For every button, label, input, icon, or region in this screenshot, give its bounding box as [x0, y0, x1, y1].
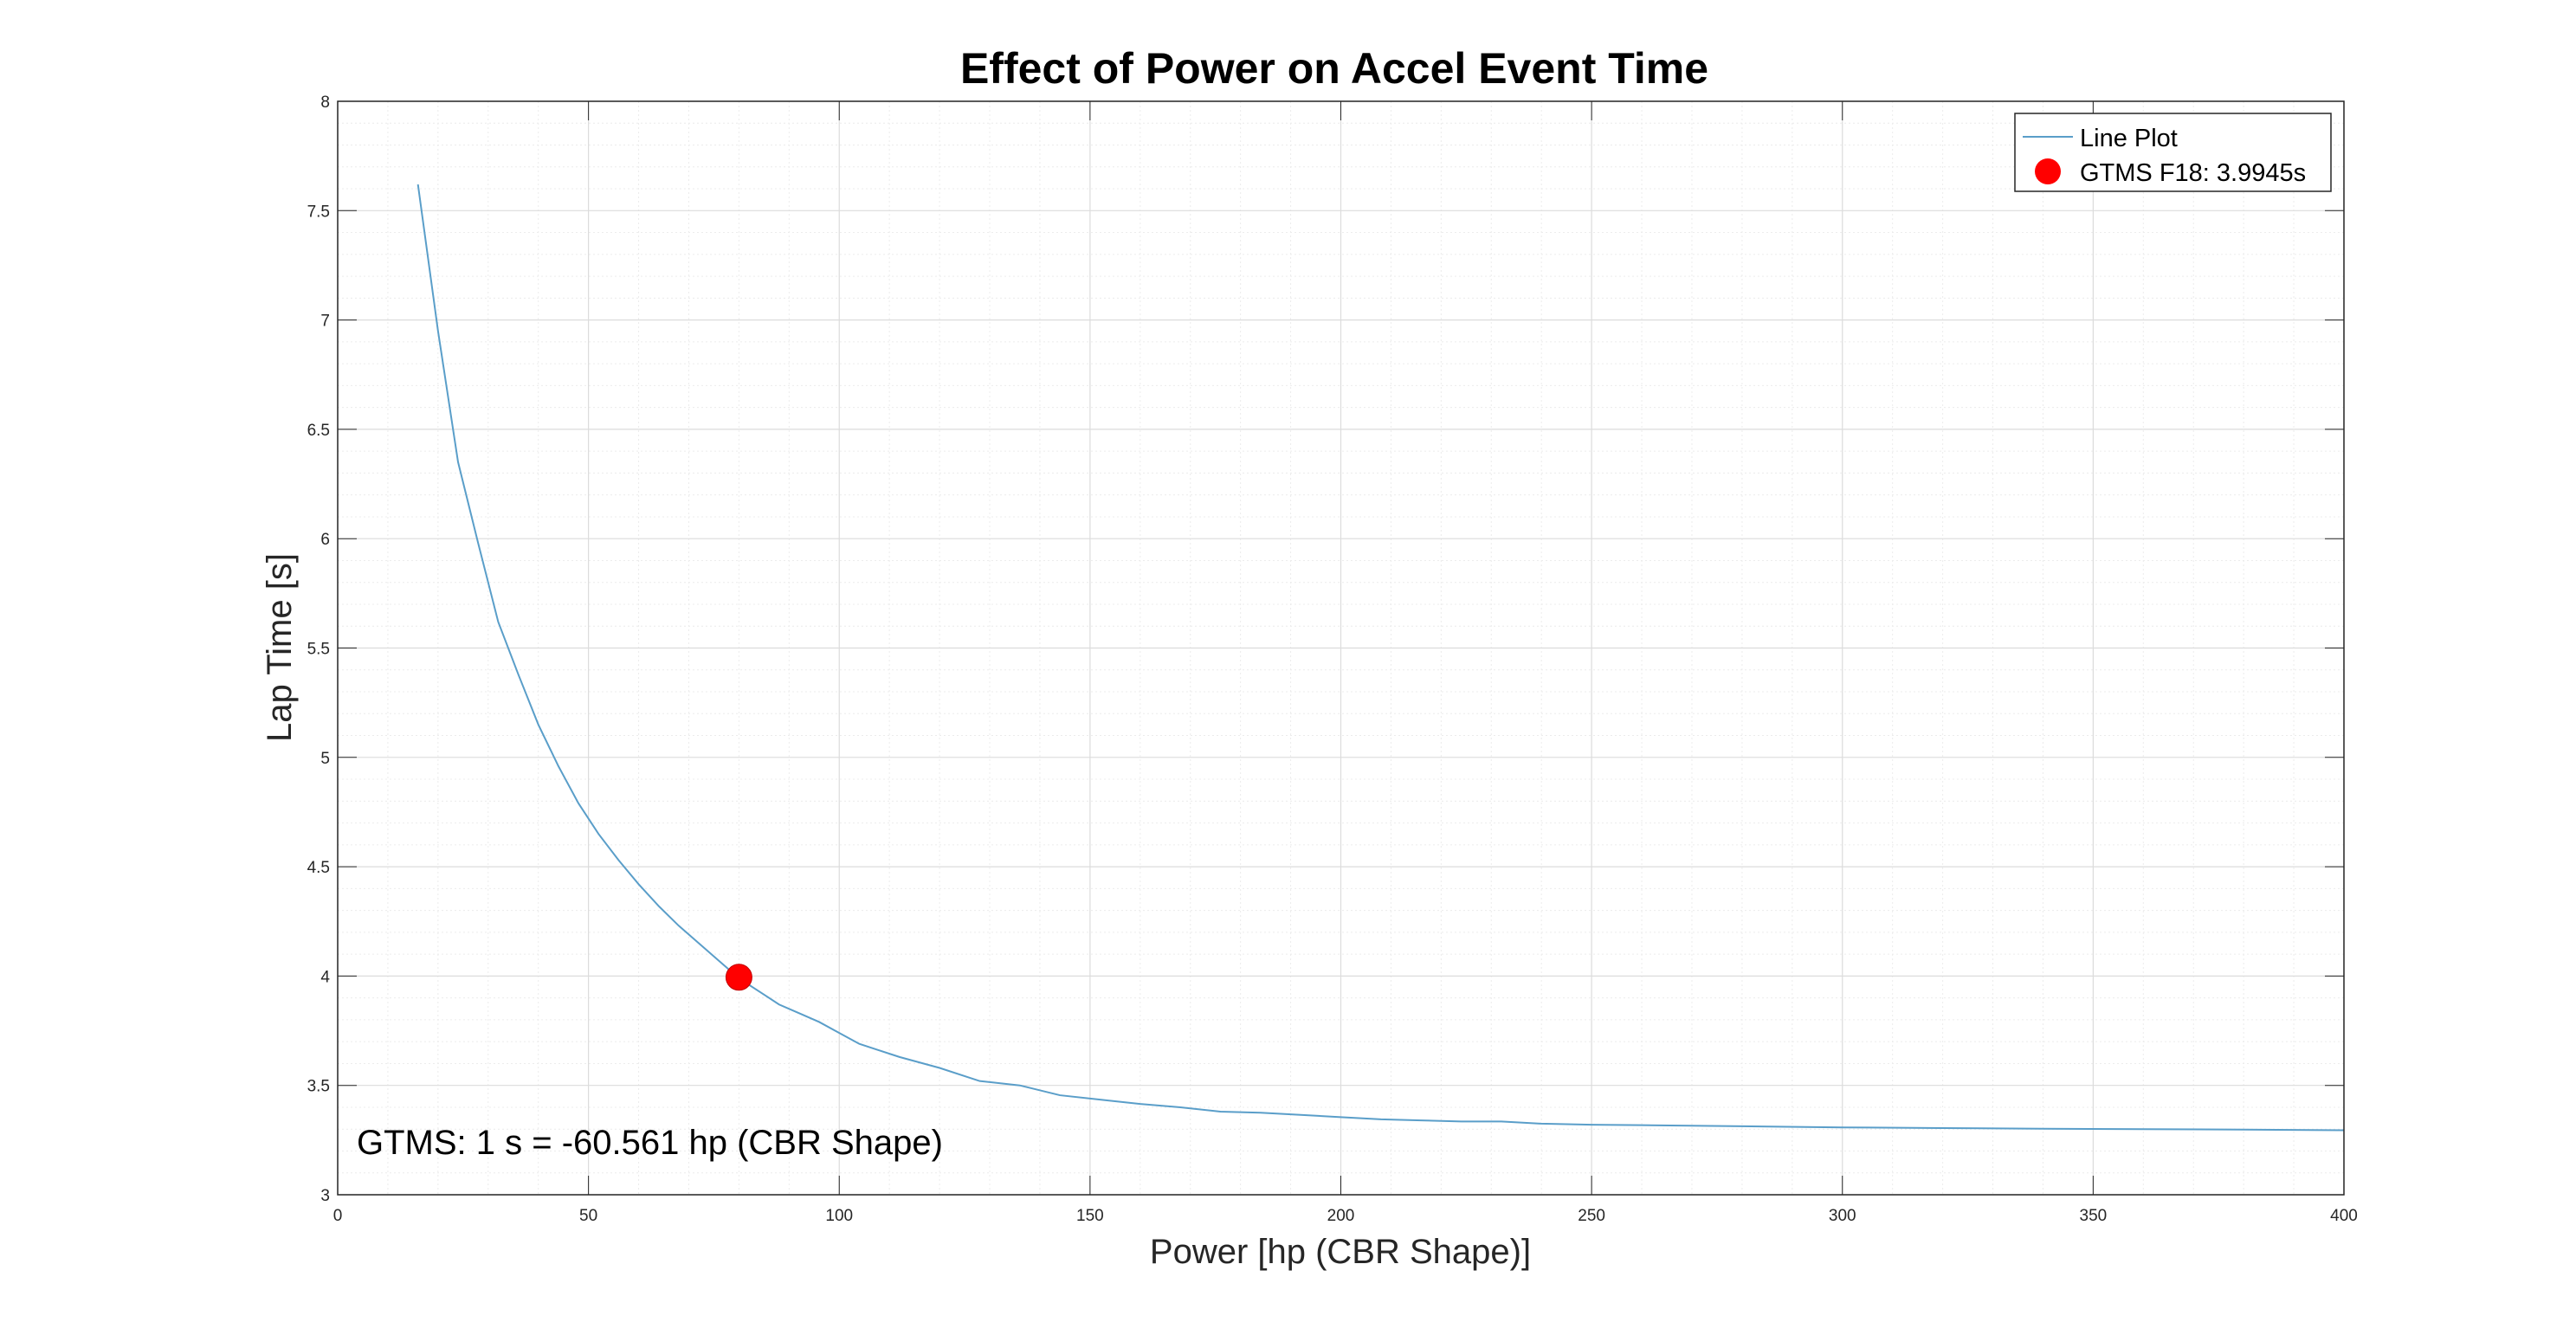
y-axis-label: Lap Time [s]	[261, 553, 299, 742]
x-tick-label: 200	[1327, 1207, 1355, 1225]
x-tick-label: 400	[2330, 1207, 2358, 1225]
x-tick-label: 50	[579, 1207, 597, 1225]
legend-entry-line-plot: Line Plot	[2080, 125, 2178, 152]
x-tick-label: 250	[1578, 1207, 1605, 1225]
series-line-plot	[416, 184, 2345, 1132]
y-tick-label: 7	[320, 313, 330, 331]
x-tick-label: 100	[825, 1207, 853, 1225]
annotation-text: GTMS: 1 s = -60.561 hp (CBR Shape)	[357, 1124, 943, 1162]
chart-title: Effect of Power on Accel Event Time	[960, 44, 1708, 93]
x-axis-label: Power [hp (CBR Shape)]	[1150, 1233, 1531, 1271]
axis-ticks	[337, 100, 2345, 1196]
y-tick-label: 6.5	[307, 422, 330, 440]
y-tick-label: 4	[320, 968, 330, 986]
legend: Line Plot GTMS F18: 3.9945s	[2014, 113, 2332, 192]
y-tick-label: 3.5	[307, 1078, 330, 1096]
x-tick-label: 0	[333, 1207, 343, 1225]
major-grid	[337, 100, 2345, 1196]
plot-area	[337, 100, 2345, 1196]
y-tick-label: 6	[320, 531, 330, 549]
series-layer	[416, 184, 2345, 1132]
y-tick-label: 5.5	[307, 641, 330, 659]
legend-entry-gtms-f18: GTMS F18: 3.9945s	[2080, 159, 2306, 187]
y-tick-label: 5	[320, 750, 330, 768]
x-tick-label: 300	[1829, 1207, 1856, 1225]
legend-box	[2014, 113, 2332, 192]
y-tick-labels: 3 3.5 4 4.5 5 5.5 6 6.5 7 7.5 8	[307, 94, 331, 1205]
x-tick-label: 150	[1076, 1207, 1104, 1225]
x-tick-label: 350	[2080, 1207, 2108, 1225]
gtms-f18-point	[725, 964, 752, 991]
legend-marker-swatch	[2035, 158, 2061, 184]
y-tick-label: 4.5	[307, 859, 330, 877]
y-tick-label: 8	[320, 94, 330, 112]
x-tick-labels: 0 50 100 150 200 250 300 350 400	[333, 1207, 2358, 1225]
y-tick-label: 3	[320, 1187, 330, 1205]
y-tick-label: 7.5	[307, 203, 330, 221]
